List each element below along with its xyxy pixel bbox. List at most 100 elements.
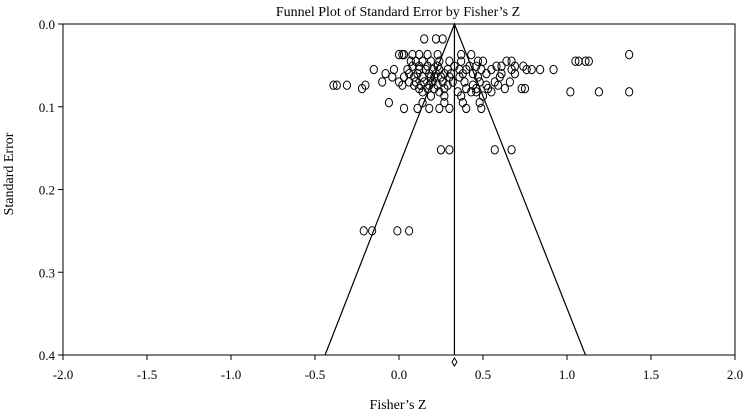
funnel-lines bbox=[324, 22, 587, 367]
study-point bbox=[549, 64, 558, 75]
summary-effect-diamond bbox=[451, 357, 458, 367]
study-point bbox=[502, 56, 511, 66]
study-point bbox=[492, 61, 501, 71]
study-point bbox=[625, 49, 634, 60]
y-tick-label: 0.4 bbox=[39, 348, 56, 363]
x-tick-label: 0.0 bbox=[391, 367, 407, 382]
x-tick-label: 1.5 bbox=[643, 367, 659, 382]
y-tick-label: 0.2 bbox=[39, 183, 55, 198]
study-point bbox=[399, 103, 409, 114]
study-point bbox=[436, 72, 446, 82]
study-point bbox=[467, 49, 476, 60]
x-tick-label: -2.0 bbox=[53, 367, 74, 382]
x-tick-label: -1.5 bbox=[137, 367, 158, 382]
study-point bbox=[468, 68, 478, 79]
study-point bbox=[473, 72, 483, 82]
study-point bbox=[462, 103, 471, 114]
study-point bbox=[445, 145, 454, 155]
study-point bbox=[438, 77, 447, 87]
study-point bbox=[420, 34, 429, 44]
x-axis-ticks: -2.0 -1.5 -1.0 -0.5 0.0 0.5 1.0 1.5 2.0 bbox=[53, 355, 743, 382]
x-tick-label: 2.0 bbox=[727, 367, 743, 382]
study-point bbox=[478, 56, 488, 66]
y-tick-label: 0.3 bbox=[39, 265, 55, 280]
study-point bbox=[462, 83, 471, 94]
study-point bbox=[457, 49, 466, 60]
x-tick-label: -1.0 bbox=[221, 367, 242, 382]
study-point bbox=[455, 72, 464, 82]
study-point bbox=[357, 83, 367, 94]
study-point bbox=[467, 87, 476, 97]
x-tick-label: 1.0 bbox=[559, 367, 575, 382]
study-point bbox=[384, 97, 394, 108]
y-axis-label: Standard Error bbox=[2, 132, 17, 215]
study-point bbox=[435, 103, 444, 114]
study-point bbox=[378, 77, 387, 87]
plot-area bbox=[62, 23, 736, 356]
study-point bbox=[472, 61, 481, 71]
study-point bbox=[425, 103, 434, 114]
y-axis-ticks: 0.0 0.1 0.2 0.3 0.4 bbox=[39, 17, 63, 363]
x-axis-label: Fisher’s Z bbox=[370, 398, 427, 413]
study-point bbox=[389, 64, 399, 75]
study-point bbox=[473, 56, 483, 66]
study-point bbox=[415, 61, 424, 71]
study-point bbox=[520, 83, 530, 94]
study-point bbox=[332, 80, 341, 90]
study-point bbox=[507, 145, 516, 155]
study-point bbox=[394, 49, 404, 60]
data-points bbox=[329, 34, 634, 236]
study-point bbox=[497, 61, 506, 71]
study-point bbox=[460, 77, 469, 87]
funnel-boundary-line bbox=[324, 22, 587, 356]
study-point bbox=[490, 145, 499, 155]
study-point bbox=[522, 64, 531, 75]
study-point bbox=[584, 56, 593, 66]
x-tick-label: 0.5 bbox=[475, 367, 491, 382]
study-point bbox=[418, 97, 427, 108]
study-point bbox=[505, 77, 514, 87]
study-point bbox=[536, 64, 545, 75]
study-point bbox=[399, 49, 409, 60]
study-point bbox=[369, 64, 378, 75]
study-point bbox=[406, 56, 415, 66]
study-point bbox=[431, 34, 441, 44]
study-point bbox=[398, 80, 407, 90]
study-point bbox=[440, 91, 449, 101]
study-point bbox=[510, 68, 520, 79]
x-tick-label: -0.5 bbox=[305, 367, 326, 382]
study-point bbox=[393, 226, 402, 236]
chart-title: Funnel Plot of Standard Error by Fisher’… bbox=[276, 5, 520, 20]
study-point bbox=[413, 103, 422, 114]
study-point bbox=[581, 56, 590, 66]
study-point bbox=[368, 226, 377, 236]
study-point bbox=[517, 83, 526, 94]
study-point bbox=[457, 91, 466, 101]
study-point bbox=[440, 97, 449, 108]
study-point bbox=[625, 87, 634, 97]
study-point bbox=[359, 226, 368, 236]
study-point bbox=[482, 68, 491, 79]
study-point bbox=[571, 56, 580, 66]
study-point bbox=[450, 61, 459, 71]
study-point bbox=[495, 72, 504, 82]
study-point bbox=[381, 68, 390, 79]
study-point bbox=[426, 91, 436, 101]
study-point bbox=[472, 87, 481, 97]
study-point bbox=[440, 83, 449, 94]
study-point bbox=[475, 97, 484, 108]
study-point bbox=[477, 103, 486, 114]
study-point bbox=[342, 80, 352, 90]
study-point bbox=[438, 34, 447, 44]
study-point bbox=[500, 83, 509, 94]
study-point bbox=[448, 77, 457, 87]
study-point bbox=[527, 64, 536, 75]
study-point bbox=[472, 83, 481, 94]
study-point bbox=[430, 83, 439, 94]
study-point bbox=[388, 72, 397, 82]
study-point bbox=[487, 87, 496, 97]
study-point bbox=[594, 87, 604, 97]
study-point bbox=[494, 80, 503, 90]
study-point bbox=[329, 80, 338, 90]
y-tick-label: 0.0 bbox=[39, 17, 55, 32]
